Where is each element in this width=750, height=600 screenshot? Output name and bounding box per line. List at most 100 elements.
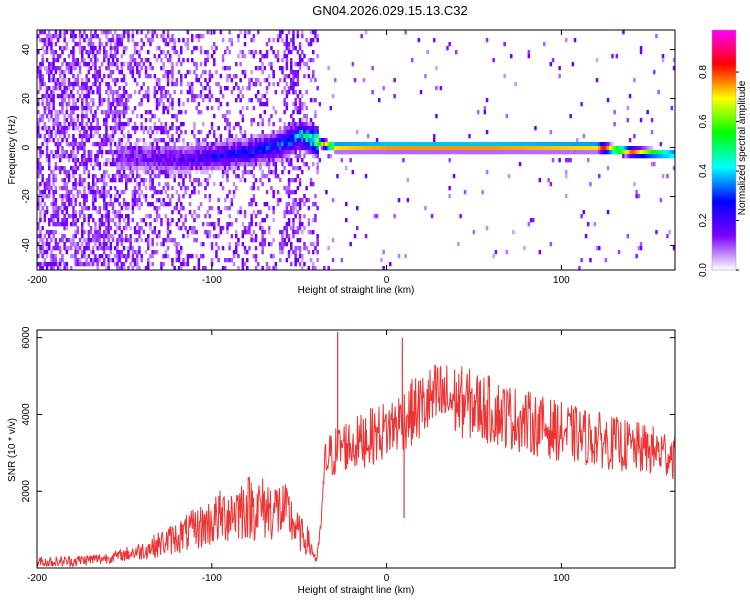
spectrogram-cell bbox=[208, 230, 212, 235]
spectrogram-cell bbox=[290, 138, 293, 143]
spectrogram-cell bbox=[120, 78, 124, 83]
spectrogram-cell bbox=[103, 242, 106, 247]
spectrogram-cell bbox=[213, 30, 216, 35]
spectrogram-cell bbox=[210, 258, 214, 263]
spectrogram-cell bbox=[327, 266, 330, 271]
spectrogram-cell bbox=[162, 242, 165, 247]
spectrogram-cell bbox=[50, 66, 53, 71]
spectrogram-cell bbox=[70, 154, 73, 159]
spectrogram-cell bbox=[153, 154, 157, 159]
spectrogram-cell bbox=[81, 122, 84, 127]
spectrogram-cell bbox=[250, 234, 253, 239]
spectrogram-cell bbox=[312, 126, 315, 131]
spectrogram-cell bbox=[283, 142, 286, 147]
spectrogram-cell bbox=[457, 146, 460, 151]
spectrogram-cell bbox=[89, 90, 93, 95]
spectrogram-cell bbox=[136, 66, 139, 71]
spectrogram-cell bbox=[63, 130, 66, 135]
spectrogram-cell bbox=[96, 262, 99, 267]
spectrogram-cell bbox=[180, 46, 183, 51]
spectrogram-cell bbox=[309, 134, 313, 139]
spectrogram-cell bbox=[74, 62, 77, 67]
spectrogram-cell bbox=[129, 262, 132, 267]
spectrogram-cell bbox=[237, 122, 240, 127]
spectrogram-cell bbox=[98, 38, 102, 43]
spectrogram-cell bbox=[384, 146, 388, 151]
spectrogram-cell bbox=[103, 234, 106, 239]
spectrogram-cell bbox=[219, 146, 223, 151]
spectrogram-cell bbox=[576, 138, 579, 143]
spectrogram-cell bbox=[166, 238, 170, 243]
spectrogram-cell bbox=[518, 162, 522, 167]
spectrogram-cell bbox=[87, 254, 91, 259]
spectrogram-cell bbox=[105, 190, 108, 195]
spectrogram-cell bbox=[76, 98, 80, 103]
spectrogram-cell bbox=[81, 114, 84, 119]
spectrogram-cell bbox=[439, 146, 443, 151]
spectrogram-cell bbox=[202, 266, 205, 271]
spectrogram-cell bbox=[287, 86, 291, 91]
spectrogram-cell bbox=[356, 226, 359, 231]
spectrogram-cell bbox=[177, 174, 181, 179]
spectrogram-cell bbox=[290, 66, 293, 71]
spectrogram-cell bbox=[195, 34, 198, 39]
spectrogram-cell bbox=[215, 234, 218, 239]
spectrogram-cell bbox=[105, 246, 108, 251]
spectrogram-cell bbox=[131, 210, 135, 215]
spectrogram-cell bbox=[184, 214, 187, 219]
spectrogram-cell bbox=[85, 206, 88, 211]
spectrogram-cell bbox=[52, 154, 55, 159]
spectrogram-cell bbox=[241, 262, 245, 267]
spectrogram-cell bbox=[39, 118, 42, 123]
spectrogram-cell bbox=[107, 210, 110, 215]
spectrogram-cell bbox=[120, 166, 124, 171]
spectrogram-cell bbox=[252, 186, 256, 191]
spectrogram-cell bbox=[94, 222, 97, 227]
spectrogram-cell bbox=[164, 126, 168, 131]
spectrogram-cell bbox=[50, 186, 53, 191]
spectrogram-cell bbox=[235, 234, 238, 239]
spectrogram-cell bbox=[162, 86, 165, 91]
spectrogram-cell bbox=[316, 34, 319, 39]
spectrogram-cell bbox=[252, 138, 256, 143]
spectrogram-cell bbox=[70, 238, 73, 243]
spectrogram-cell bbox=[54, 86, 58, 91]
spectrogram-cell bbox=[41, 242, 44, 247]
spectrogram-cell bbox=[169, 222, 172, 227]
spectrogram-cell bbox=[169, 70, 172, 75]
spectrogram-cell bbox=[314, 130, 317, 135]
spectrogram-cell bbox=[279, 178, 282, 183]
spectrogram-cell bbox=[162, 154, 165, 159]
spectrogram-cell bbox=[149, 170, 152, 175]
spectrogram-cell bbox=[312, 70, 315, 75]
spectrogram-cell bbox=[349, 142, 352, 147]
spectrogram-cell bbox=[316, 250, 319, 255]
spectrogram-cell bbox=[252, 158, 256, 163]
spectrogram-cell bbox=[283, 166, 286, 171]
spectrogram-cell bbox=[285, 54, 289, 59]
spectrogram-cell bbox=[309, 122, 313, 127]
spectrogram-cell bbox=[197, 262, 201, 267]
spectrogram-cell bbox=[61, 138, 64, 143]
spectrogram-cell bbox=[81, 98, 84, 103]
spectrogram-cell bbox=[94, 74, 97, 79]
spectrogram-cell bbox=[303, 242, 306, 247]
spectrogram-cell bbox=[155, 198, 159, 203]
spectrogram-cell bbox=[582, 142, 586, 147]
spectrogram-cell bbox=[158, 182, 161, 187]
spectrogram-cell bbox=[263, 238, 267, 243]
spectrogram-cell bbox=[138, 266, 141, 271]
spectrogram-cell bbox=[140, 66, 143, 71]
spectrogram-cell bbox=[362, 78, 366, 83]
spectrogram-cell bbox=[617, 146, 621, 151]
spectrogram-cell bbox=[298, 90, 302, 95]
spectrogram-cell bbox=[441, 146, 445, 151]
spectrogram-cell bbox=[208, 234, 212, 239]
spectrogram-cell bbox=[241, 158, 245, 163]
spectrogram-cell bbox=[142, 170, 146, 175]
spectrogram-cell bbox=[48, 234, 51, 239]
spectrogram-cell bbox=[307, 146, 311, 151]
spectrogram-cell bbox=[356, 146, 359, 151]
spectrogram-cell bbox=[195, 106, 198, 111]
spectrogram-cell bbox=[501, 150, 504, 155]
